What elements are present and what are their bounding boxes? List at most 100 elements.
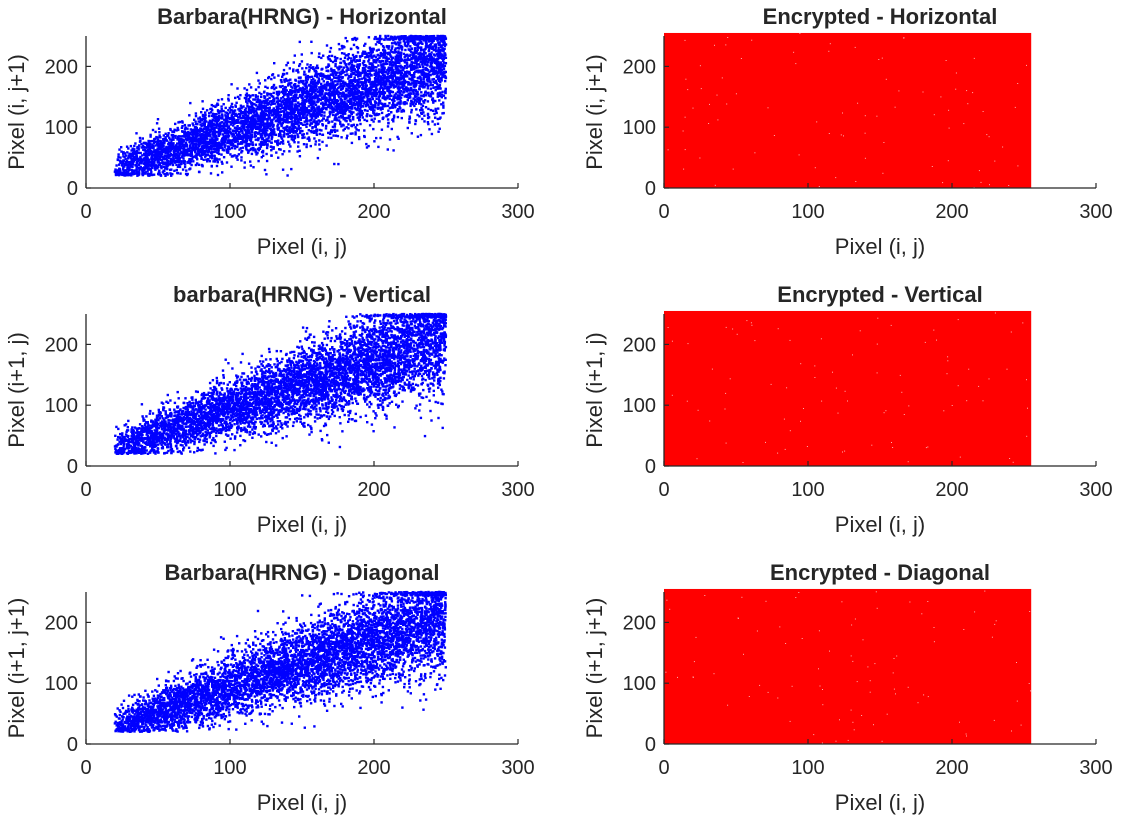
scatter-point [237, 108, 240, 111]
scatter-point [289, 145, 292, 148]
scatter-point [301, 129, 304, 133]
scatter-point [438, 94, 441, 98]
scatter-point [309, 64, 312, 67]
scatter-point [393, 71, 397, 74]
scatter-point [155, 156, 159, 159]
scatter-point [265, 117, 269, 121]
scatter-point [436, 87, 439, 90]
scatter-point [273, 97, 276, 100]
scatter-point [410, 100, 414, 104]
scatter-point [387, 71, 390, 75]
scatter-point [432, 109, 435, 112]
scatter-point [393, 61, 396, 64]
scatter-point [339, 108, 342, 111]
scatter-point [330, 54, 334, 58]
scatter-point [325, 77, 328, 80]
scatter-point [414, 35, 417, 38]
scatter-point [309, 103, 312, 106]
scatter-point [330, 136, 333, 140]
scatter-point [413, 94, 417, 98]
scatter-point [411, 61, 415, 64]
scatter-point [327, 103, 330, 107]
scatter-point [306, 95, 309, 98]
scatter-point [234, 96, 237, 100]
scatter-point [185, 144, 188, 147]
scatter-point [187, 153, 190, 156]
scatter-point [364, 103, 368, 106]
scatter-point [440, 54, 444, 58]
scatter-point [281, 139, 285, 142]
scatter-point [295, 88, 298, 92]
scatter-point [351, 132, 354, 135]
scatter-point [184, 137, 188, 140]
scatter-point [214, 150, 217, 153]
scatter-point [344, 54, 348, 57]
scatter-point [396, 41, 400, 44]
scatter-point [394, 92, 397, 95]
scatter-point [198, 137, 201, 140]
scatter-point [329, 130, 332, 134]
scatter-point [311, 117, 314, 120]
scatter-point [316, 98, 319, 101]
scatter-point [377, 53, 380, 57]
scatter-point [224, 106, 227, 110]
scatter-point [250, 129, 254, 132]
scatter-point [340, 125, 343, 128]
scatter-point [437, 50, 440, 53]
scatter-point [288, 101, 291, 104]
scatter-point [313, 88, 317, 91]
scatter-point [413, 47, 417, 50]
scatter-point [266, 129, 269, 132]
scatter-point [377, 113, 381, 116]
scatter-point [279, 148, 282, 151]
scatter-point [284, 120, 287, 124]
scatter-point [250, 152, 254, 156]
scatter-point [333, 84, 337, 87]
scatter-point [185, 149, 188, 152]
scatter-point [288, 97, 292, 100]
scatter-point [325, 75, 329, 78]
scatter-point [168, 146, 171, 149]
scatter-point [425, 67, 429, 71]
scatter-point [327, 136, 330, 139]
scatter-point [377, 145, 380, 149]
scatter-point [413, 86, 416, 89]
scatter-point [123, 156, 126, 159]
scatter-point [418, 115, 421, 118]
scatter-point [355, 90, 358, 94]
scatter-point [439, 72, 442, 75]
scatter-point [240, 135, 243, 138]
scatter-point [117, 155, 120, 159]
scatter-point [345, 94, 349, 97]
scatter-point [191, 122, 194, 125]
scatter-point [181, 125, 184, 128]
scatter-point [266, 86, 269, 90]
scatter-point [352, 68, 355, 72]
scatter-point [420, 79, 423, 83]
scatter-point [224, 138, 227, 141]
scatter-point [433, 60, 436, 63]
scatter-point [397, 65, 401, 68]
scatter-point [401, 77, 404, 80]
scatter-point [313, 79, 317, 82]
scatter-point [239, 112, 243, 115]
scatter-point [227, 136, 230, 139]
scatter-point [150, 172, 153, 176]
scatter-point [260, 101, 264, 104]
scatter-point [254, 98, 257, 101]
scatter-point [314, 116, 318, 119]
scatter-point [199, 154, 202, 157]
scatter-point [356, 70, 359, 73]
scatter-point [217, 148, 220, 151]
scatter-point [280, 137, 284, 140]
scatter-point [303, 111, 306, 115]
scatter-point [199, 149, 202, 152]
scatter-point [422, 83, 426, 86]
scatter-point [411, 41, 415, 44]
scatter-point [275, 151, 278, 154]
scatter-point [421, 84, 424, 87]
scatter-point [282, 120, 286, 123]
scatter-point [246, 119, 249, 122]
scatter-point [281, 153, 284, 156]
scatter-point [115, 164, 118, 167]
